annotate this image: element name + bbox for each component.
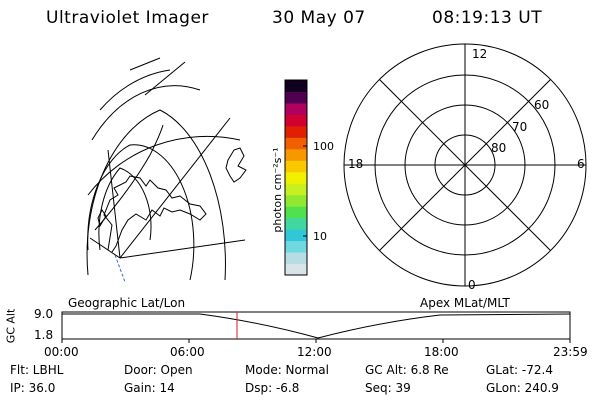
colorbar-label-100: 100 <box>313 140 334 153</box>
info-glon: GLon: 240.9 <box>486 381 559 395</box>
colorbar-band <box>285 252 307 265</box>
info-gain: Gain: 14 <box>124 381 175 395</box>
coastline-main <box>103 175 207 253</box>
lat-ellipse-2 <box>87 144 195 281</box>
ytick-9: 9.0 <box>34 307 54 321</box>
info-mode: Mode: Normal <box>245 363 329 377</box>
lat-label-60: 60 <box>534 98 550 112</box>
colorbar-band <box>285 183 307 196</box>
info-seq: Seq: 39 <box>365 381 411 395</box>
colorbar-band <box>285 194 307 207</box>
polar-plot <box>343 43 587 287</box>
ytick-1-8: 1.8 <box>34 328 54 342</box>
lon-line-1 <box>144 61 186 96</box>
info-dsp: Dsp: -6.8 <box>245 381 300 395</box>
time-label: 08:19:13 UT <box>432 8 543 28</box>
colorbar-band <box>285 102 307 115</box>
lat-label-70: 70 <box>512 120 528 134</box>
altitude-curve <box>62 313 571 339</box>
xtick-0000: 00:00 <box>44 345 79 359</box>
lat-arc-4 <box>129 57 161 71</box>
info-gc-alt: GC Alt: 6.8 Re <box>365 363 449 377</box>
colorbar-band <box>285 125 307 138</box>
lon-line-3 <box>119 117 231 259</box>
mlt-label-6: 6 <box>577 157 585 171</box>
lat-ellipse-3 <box>86 109 226 281</box>
colorbar-band <box>285 160 307 173</box>
colorbar-band <box>285 114 307 127</box>
colorbar-frame <box>284 79 308 276</box>
timeline-ticks <box>61 339 571 343</box>
gc-alt-axis-label: GC Alt <box>4 308 18 344</box>
polar-diagonal-2 <box>379 79 551 251</box>
info-glat: GLat: -72.4 <box>486 363 553 377</box>
colorbar-unit-label: photon cm⁻²s⁻¹ <box>271 147 284 233</box>
colorbar-band <box>285 206 307 219</box>
lon-line-4 <box>119 239 246 259</box>
lat-arc-1 <box>87 135 241 196</box>
colorbar-band <box>285 137 307 150</box>
lon-line-2 <box>94 124 164 231</box>
mlt-label-12: 12 <box>472 47 488 61</box>
colorbar-band <box>285 240 307 253</box>
info-ip: IP: 36.0 <box>10 381 56 395</box>
xtick-0600: 06:00 <box>170 345 205 359</box>
colorbar-band <box>285 80 307 92</box>
colorbar-band <box>285 91 307 104</box>
apex-label: Apex MLat/MLT <box>420 296 510 310</box>
xtick-1200: 12:00 <box>297 345 332 359</box>
timeline-frame <box>61 311 571 340</box>
colorbar-band <box>285 148 307 161</box>
colorbar-band <box>285 229 307 242</box>
colorbar-band <box>285 171 307 184</box>
lat-arc-3 <box>99 69 171 111</box>
lat-label-80: 80 <box>491 141 507 155</box>
xtick-2359: 23:59 <box>553 345 588 359</box>
lon-line-6 <box>89 237 121 259</box>
colorbar-label-10: 10 <box>313 230 327 243</box>
info-door: Door: Open <box>124 363 193 377</box>
geographic-label: Geographic Lat/Lon <box>68 296 186 310</box>
colorbar-band <box>285 263 307 276</box>
coastline-fragment <box>97 209 107 228</box>
mlt-label-0: 0 <box>468 278 476 292</box>
coastline-island <box>225 147 247 183</box>
lat-arc-2 <box>91 85 201 141</box>
info-flt: Flt: LBHL <box>10 363 64 377</box>
colorbar-band <box>285 217 307 230</box>
colorbar <box>285 80 307 276</box>
date-label: 30 May 07 <box>272 8 366 28</box>
instrument-title: Ultraviolet Imager <box>46 8 209 28</box>
mlt-label-18: 18 <box>348 157 364 171</box>
satellite-track <box>114 254 126 283</box>
xtick-1800: 18:00 <box>424 345 459 359</box>
